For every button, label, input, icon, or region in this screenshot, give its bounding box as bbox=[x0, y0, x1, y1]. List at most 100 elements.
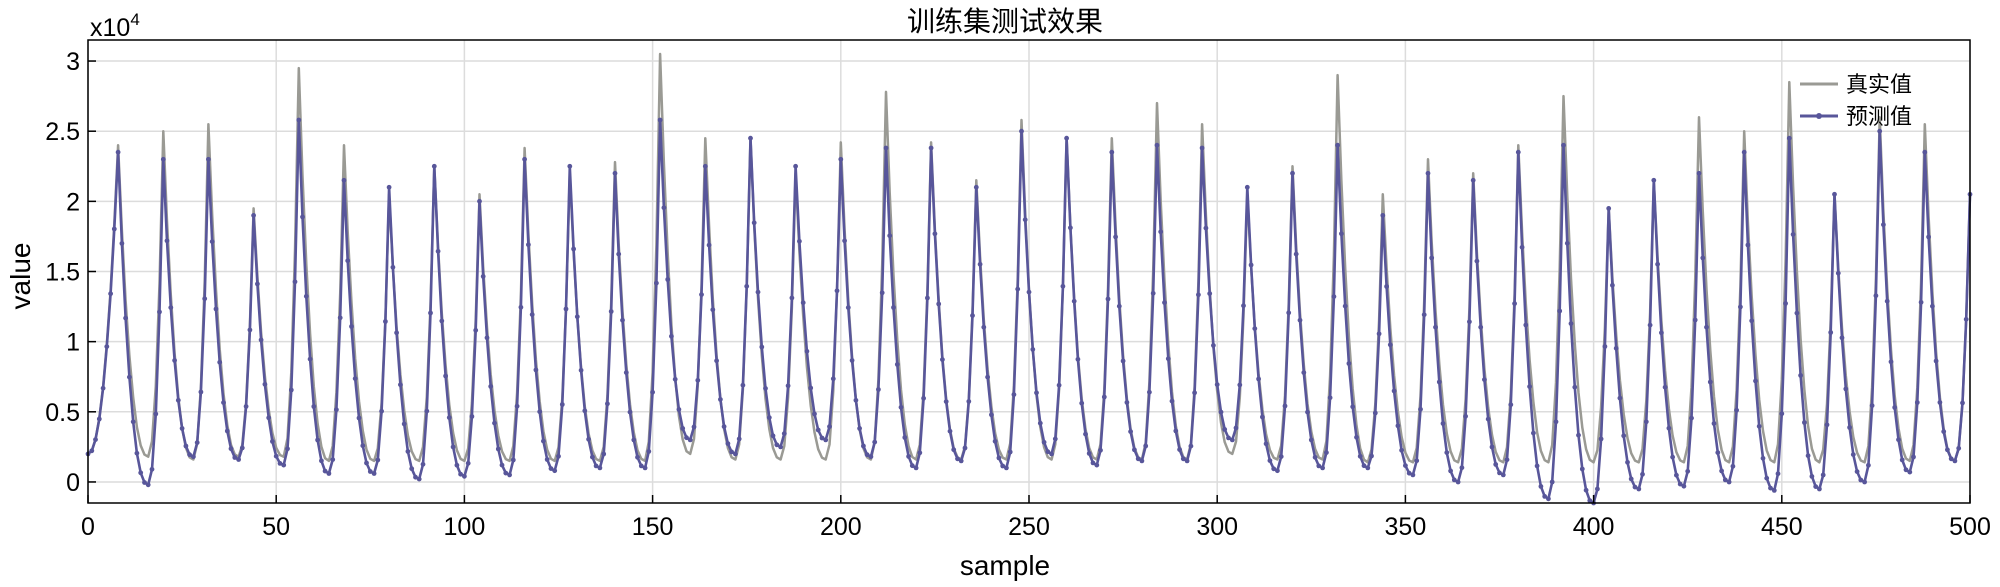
series-point bbox=[883, 145, 889, 151]
series-point bbox=[1651, 177, 1657, 183]
series-point bbox=[1655, 261, 1660, 267]
series-point bbox=[1470, 177, 1476, 183]
series-point bbox=[973, 184, 979, 190]
series-point bbox=[1519, 244, 1525, 250]
series-point bbox=[1342, 303, 1348, 309]
series-point bbox=[1741, 149, 1747, 155]
series-point bbox=[605, 401, 610, 407]
series-point bbox=[319, 458, 324, 464]
series-point bbox=[126, 374, 132, 380]
series-point bbox=[1045, 449, 1051, 455]
series-point bbox=[510, 457, 516, 463]
series-point bbox=[1271, 466, 1277, 472]
series-point bbox=[446, 415, 452, 420]
series-point bbox=[1357, 453, 1363, 459]
series-point bbox=[157, 309, 162, 315]
series-point bbox=[266, 415, 272, 421]
series-point bbox=[1696, 170, 1702, 176]
series-point bbox=[454, 462, 460, 468]
series-point bbox=[1169, 398, 1175, 404]
series-point bbox=[1689, 415, 1694, 421]
series-point bbox=[1015, 286, 1021, 292]
series-point bbox=[1436, 379, 1442, 385]
series-point bbox=[356, 415, 362, 421]
series-point bbox=[842, 238, 847, 244]
series-point bbox=[638, 463, 644, 469]
x-tick-label: 150 bbox=[632, 513, 674, 541]
series-point bbox=[1523, 322, 1529, 328]
series-point bbox=[194, 440, 200, 445]
series-point bbox=[1583, 487, 1589, 493]
series-point bbox=[812, 411, 817, 417]
series-point bbox=[1847, 425, 1852, 430]
series-point bbox=[492, 420, 497, 426]
series-point bbox=[1948, 456, 1954, 462]
series-point bbox=[1071, 298, 1077, 304]
series-point bbox=[1606, 206, 1612, 211]
series-point bbox=[104, 344, 110, 349]
series-point bbox=[303, 293, 309, 299]
series-point bbox=[571, 246, 576, 252]
series-point bbox=[1218, 409, 1224, 415]
series-point bbox=[360, 443, 366, 449]
series-point bbox=[277, 461, 283, 466]
series-point bbox=[1945, 447, 1950, 453]
series-point bbox=[1075, 356, 1081, 362]
series-point bbox=[834, 288, 840, 294]
series-point bbox=[1941, 429, 1947, 434]
x-tick-label: 50 bbox=[262, 513, 290, 541]
series-point bbox=[288, 387, 294, 393]
legend-label: 真实值 bbox=[1846, 73, 1912, 98]
series-point bbox=[1832, 191, 1837, 197]
series-point bbox=[887, 233, 893, 239]
series-point bbox=[462, 473, 467, 479]
series-point bbox=[1926, 234, 1931, 240]
series-point bbox=[627, 409, 633, 415]
series-point bbox=[1116, 303, 1122, 309]
series-point bbox=[1937, 400, 1943, 405]
series-point bbox=[1534, 463, 1540, 469]
series-point bbox=[1421, 312, 1427, 318]
series-point bbox=[1956, 445, 1962, 451]
series-point bbox=[1339, 231, 1344, 237]
series-point bbox=[345, 258, 351, 264]
x-axis-label: sample bbox=[960, 550, 1050, 581]
series-point bbox=[1610, 282, 1615, 288]
series-point bbox=[1132, 447, 1137, 453]
series-point bbox=[1173, 428, 1179, 434]
series-point bbox=[1756, 423, 1762, 429]
series-point bbox=[164, 238, 170, 244]
series-point bbox=[951, 447, 957, 453]
series-point bbox=[1783, 301, 1788, 306]
series-point bbox=[601, 451, 607, 457]
series-point bbox=[1192, 390, 1197, 396]
series-point bbox=[1000, 463, 1006, 469]
series-point bbox=[1139, 458, 1145, 464]
series-point bbox=[1346, 361, 1352, 366]
series-point bbox=[1952, 458, 1958, 464]
series-point bbox=[1643, 419, 1649, 425]
series-point bbox=[1199, 145, 1205, 151]
series-point bbox=[985, 374, 990, 380]
series-point bbox=[1504, 457, 1510, 463]
series-point bbox=[1120, 358, 1126, 364]
series-point bbox=[1188, 443, 1194, 449]
series-point bbox=[1854, 469, 1860, 474]
x-tick-label: 350 bbox=[1385, 513, 1427, 541]
series-point bbox=[744, 283, 750, 289]
series-point bbox=[1707, 379, 1713, 385]
series-point bbox=[695, 377, 701, 383]
series-point bbox=[608, 309, 614, 314]
series-point bbox=[1907, 469, 1913, 475]
series-point bbox=[823, 437, 829, 443]
series-point bbox=[654, 280, 659, 286]
series-point bbox=[1214, 382, 1220, 387]
series-point bbox=[1674, 472, 1679, 478]
series-point bbox=[1203, 225, 1209, 231]
series-point bbox=[1549, 479, 1555, 485]
series-point bbox=[416, 476, 422, 482]
series-point bbox=[1786, 135, 1792, 141]
series-point bbox=[1022, 217, 1028, 223]
series-point bbox=[1086, 451, 1092, 456]
series-point bbox=[526, 242, 531, 248]
